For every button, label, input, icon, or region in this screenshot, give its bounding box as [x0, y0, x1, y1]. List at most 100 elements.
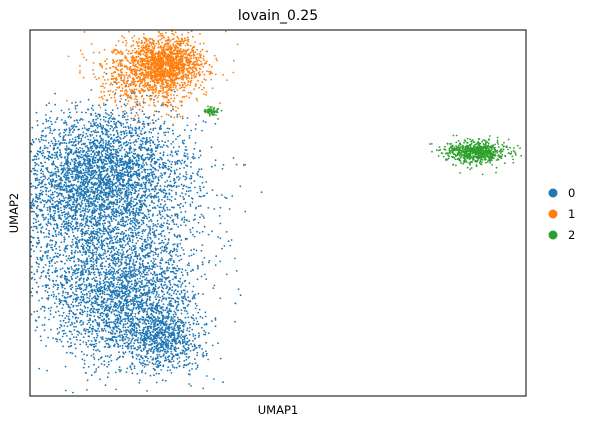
point-series-0 — [135, 163, 137, 166]
point-series-0 — [183, 167, 186, 169]
point-series-0 — [184, 160, 186, 163]
point-series-0 — [174, 198, 177, 201]
point-series-0 — [51, 171, 53, 174]
point-series-0 — [72, 225, 74, 228]
point-series-0 — [68, 190, 71, 193]
point-series-0 — [68, 167, 70, 170]
point-series-0 — [176, 135, 179, 138]
point-series-0 — [152, 173, 154, 176]
point-series-0 — [74, 165, 76, 168]
point-series-0 — [77, 128, 80, 131]
point-series-0 — [87, 229, 89, 232]
point-series-0 — [96, 232, 98, 235]
point-series-0 — [68, 131, 71, 134]
point-series-0 — [157, 140, 160, 143]
point-series-0 — [72, 209, 75, 212]
point-series-0 — [60, 156, 62, 159]
point-series-0 — [101, 198, 104, 201]
point-series-0 — [152, 301, 155, 304]
point-series-0 — [60, 299, 63, 302]
point-series-0 — [135, 353, 138, 356]
point-series-0 — [174, 301, 177, 304]
point-series-0 — [75, 119, 78, 121]
point-series-0 — [120, 196, 123, 199]
point-series-0 — [190, 182, 193, 184]
point-series-0 — [127, 185, 130, 187]
point-series-0 — [155, 120, 157, 122]
point-series-0 — [68, 197, 70, 200]
point-series-0 — [199, 150, 201, 153]
point-series-0 — [127, 155, 130, 158]
point-series-0 — [67, 161, 70, 164]
point-series-0 — [119, 208, 122, 211]
point-series-0 — [157, 132, 160, 135]
point-series-0 — [101, 245, 103, 248]
point-series-0 — [147, 195, 149, 197]
point-series-0 — [113, 235, 116, 238]
point-series-0 — [62, 254, 65, 256]
point-series-0 — [125, 167, 127, 169]
point-series-0 — [144, 185, 147, 188]
point-series-0 — [83, 363, 86, 365]
point-series-0 — [49, 127, 52, 130]
point-series-0 — [43, 218, 46, 221]
point-series-0 — [95, 115, 98, 117]
point-series-0 — [130, 220, 132, 223]
point-series-0 — [170, 115, 173, 118]
point-series-0 — [136, 228, 139, 230]
point-series-0 — [112, 178, 115, 181]
point-series-0 — [145, 140, 147, 143]
point-series-0 — [242, 164, 245, 166]
point-series-0 — [67, 219, 70, 222]
point-series-0 — [55, 170, 57, 173]
point-series-0 — [76, 104, 79, 107]
point-series-0 — [126, 144, 128, 147]
point-series-0 — [87, 98, 90, 101]
point-series-0 — [127, 270, 130, 273]
point-series-0 — [83, 159, 86, 162]
point-series-0 — [96, 117, 99, 120]
point-series-0 — [215, 255, 218, 257]
point-series-0 — [80, 193, 83, 195]
point-series-0 — [55, 279, 58, 282]
point-series-0 — [75, 201, 78, 204]
point-series-0 — [87, 108, 90, 111]
point-series-0 — [69, 163, 72, 166]
point-series-0 — [54, 140, 57, 143]
point-series-0 — [85, 169, 87, 172]
point-series-0 — [69, 168, 72, 170]
point-series-0 — [140, 238, 143, 241]
point-series-0 — [77, 192, 80, 195]
point-series-0 — [125, 251, 128, 253]
point-series-0 — [95, 164, 98, 167]
point-series-0 — [58, 183, 60, 185]
point-series-0 — [117, 207, 120, 209]
point-series-0 — [130, 205, 133, 208]
point-series-0 — [176, 217, 179, 219]
point-series-0 — [111, 192, 114, 195]
point-series-0 — [219, 206, 222, 209]
point-series-0 — [68, 172, 71, 174]
point-series-0 — [129, 171, 132, 174]
point-series-0 — [130, 109, 133, 111]
point-series-0 — [67, 169, 70, 172]
point-series-0 — [117, 120, 120, 123]
point-series-0 — [136, 134, 139, 136]
point-series-0 — [176, 244, 179, 247]
point-series-0 — [143, 256, 146, 258]
point-series-0 — [102, 188, 105, 191]
point-series-0 — [110, 145, 113, 148]
point-series-0 — [60, 176, 62, 179]
point-series-0 — [160, 217, 163, 220]
point-series-0 — [138, 209, 141, 212]
point-series-0 — [86, 215, 89, 218]
point-series-0 — [99, 195, 102, 197]
point-series-0 — [126, 198, 128, 200]
point-series-0 — [93, 237, 96, 240]
point-series-0 — [32, 244, 34, 247]
point-series-0 — [70, 158, 73, 161]
point-series-0 — [78, 160, 81, 163]
point-series-0 — [126, 200, 129, 202]
point-series-0 — [60, 119, 63, 121]
